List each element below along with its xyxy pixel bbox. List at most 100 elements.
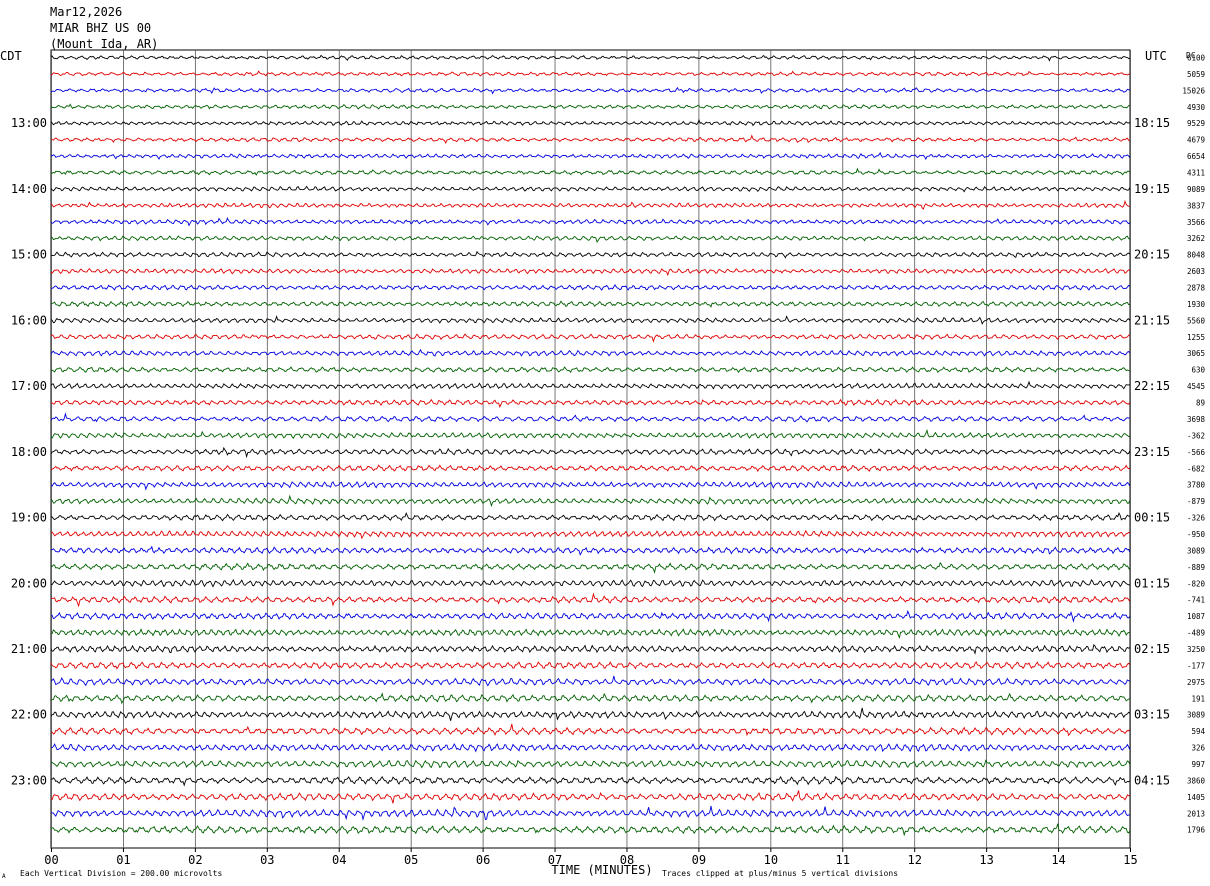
x-tick-label: 13 xyxy=(979,853,993,867)
seismic-trace xyxy=(50,480,1131,491)
seismic-trace xyxy=(50,54,1131,62)
seismic-trace xyxy=(50,134,1131,144)
dc-offset-label: -820 xyxy=(1187,579,1206,588)
dc-offset-label: 326 xyxy=(1191,744,1205,753)
dc-offset-label: 3089 xyxy=(1187,546,1205,555)
right-hour-label: 22:15 xyxy=(1134,379,1170,393)
dc-offset-label: 15026 xyxy=(1182,86,1205,95)
right-timezone-label: UTC xyxy=(1145,49,1167,63)
right-hour-label: 04:15 xyxy=(1134,773,1170,787)
left-hour-label: 18:00 xyxy=(11,445,47,459)
seismic-trace xyxy=(50,300,1130,308)
dc-offset-label: 2013 xyxy=(1187,809,1205,818)
seismic-trace xyxy=(50,805,1130,821)
dc-offset-label: -950 xyxy=(1187,530,1206,539)
left-hour-label: 13:00 xyxy=(11,116,47,130)
dc-offset-label: 4679 xyxy=(1187,136,1205,145)
x-tick-label: 04 xyxy=(332,853,346,867)
dc-offset-label: 630 xyxy=(1191,366,1205,375)
x-tick-label: 07 xyxy=(548,853,562,867)
left-hour-label: 20:00 xyxy=(11,576,47,590)
right-hour-label: 21:15 xyxy=(1134,313,1170,327)
x-tick-label: 05 xyxy=(404,853,418,867)
seismic-trace xyxy=(50,823,1131,837)
seismic-trace xyxy=(50,185,1131,193)
seismic-trace xyxy=(50,759,1131,769)
seismic-trace xyxy=(50,70,1131,77)
seismic-trace xyxy=(50,562,1131,574)
seismic-trace xyxy=(50,284,1131,291)
axis-labels: 00 01 02 03 04 05 06 07 08 09 10 11 12 13 14 15 6100 5059… xyxy=(0,49,1205,880)
seismic-trace xyxy=(50,628,1130,639)
dc-offset-label: 3250 xyxy=(1187,645,1206,654)
time-gridlines xyxy=(50,49,1131,852)
dc-offset-label: 6654 xyxy=(1187,152,1206,161)
seismic-trace xyxy=(50,464,1130,473)
seismic-trace xyxy=(50,707,1131,721)
dc-column-label: DC xyxy=(1186,51,1196,60)
seismic-trace xyxy=(50,315,1131,325)
left-hour-label: 14:00 xyxy=(11,182,47,196)
plot-frame xyxy=(50,49,1131,849)
seismic-trace xyxy=(50,167,1131,176)
x-tick-label: 10 xyxy=(764,853,778,867)
dc-offset-label: 8048 xyxy=(1187,251,1206,260)
dc-offset-label: -566 xyxy=(1187,448,1206,457)
dc-offset-label: -741 xyxy=(1187,596,1205,605)
vertical-division-note: Each Vertical Division = 200.00 microvol… xyxy=(20,869,222,878)
x-tick-label: 02 xyxy=(188,853,202,867)
dc-offset-label: 1796 xyxy=(1187,826,1206,835)
seismic-trace xyxy=(50,118,1130,127)
dc-offset-label: -177 xyxy=(1187,661,1205,670)
dc-offset-label: 3860 xyxy=(1187,776,1206,785)
seismic-trace xyxy=(50,723,1131,737)
seismic-trace xyxy=(50,675,1131,687)
left-hour-label: 17:00 xyxy=(11,379,47,393)
left-hour-label: 23:00 xyxy=(11,773,47,787)
x-tick-label: 03 xyxy=(260,853,274,867)
seismic-trace xyxy=(50,268,1130,277)
dc-offset-label: -682 xyxy=(1187,464,1205,473)
dc-offset-label: 9529 xyxy=(1187,119,1205,128)
seismic-traces xyxy=(50,54,1131,837)
seismic-trace xyxy=(50,412,1130,423)
seismic-trace xyxy=(50,200,1130,210)
dc-offset-label: 4311 xyxy=(1187,169,1205,178)
x-tick-label: 15 xyxy=(1123,853,1137,867)
dc-offset-label: 1255 xyxy=(1187,333,1205,342)
x-tick-label: 14 xyxy=(1051,853,1065,867)
dc-offset-label: 3065 xyxy=(1187,349,1205,358)
right-hour-label: 23:15 xyxy=(1134,445,1170,459)
seismic-trace xyxy=(50,790,1130,804)
dc-offset-label: 2603 xyxy=(1187,267,1205,276)
seismic-trace xyxy=(50,775,1131,787)
left-hour-label: 15:00 xyxy=(11,248,47,262)
dc-offset-label: -879 xyxy=(1187,497,1205,506)
dc-offset-label: 191 xyxy=(1191,694,1205,703)
seismic-trace xyxy=(50,151,1131,161)
seismic-trace xyxy=(50,579,1130,588)
header-date: Mar12,2026 xyxy=(50,5,123,19)
seismic-trace xyxy=(50,661,1131,670)
seismic-trace xyxy=(50,494,1131,508)
dc-offset-label: 6100 xyxy=(1187,54,1206,63)
corner-mark: A xyxy=(2,873,6,880)
seismic-trace xyxy=(50,529,1130,540)
x-tick-label: 08 xyxy=(620,853,634,867)
seismic-trace xyxy=(50,398,1131,409)
dc-offset-label: 3089 xyxy=(1187,711,1205,720)
dc-offset-label: 3837 xyxy=(1187,201,1205,210)
seismic-trace xyxy=(50,103,1130,110)
seismic-trace xyxy=(50,250,1131,259)
left-hour-label: 19:00 xyxy=(11,511,47,525)
seismic-trace xyxy=(50,429,1130,439)
right-hour-label: 02:15 xyxy=(1134,642,1170,656)
dc-offset-label: 3698 xyxy=(1187,415,1206,424)
dc-offset-label: -362 xyxy=(1187,431,1205,440)
dc-offset-label: 997 xyxy=(1191,760,1205,769)
left-hour-label: 21:00 xyxy=(11,642,47,656)
dc-offset-label: -489 xyxy=(1187,629,1205,638)
seismic-trace xyxy=(50,609,1131,623)
seismic-trace xyxy=(50,592,1131,608)
seismic-trace xyxy=(50,216,1131,227)
